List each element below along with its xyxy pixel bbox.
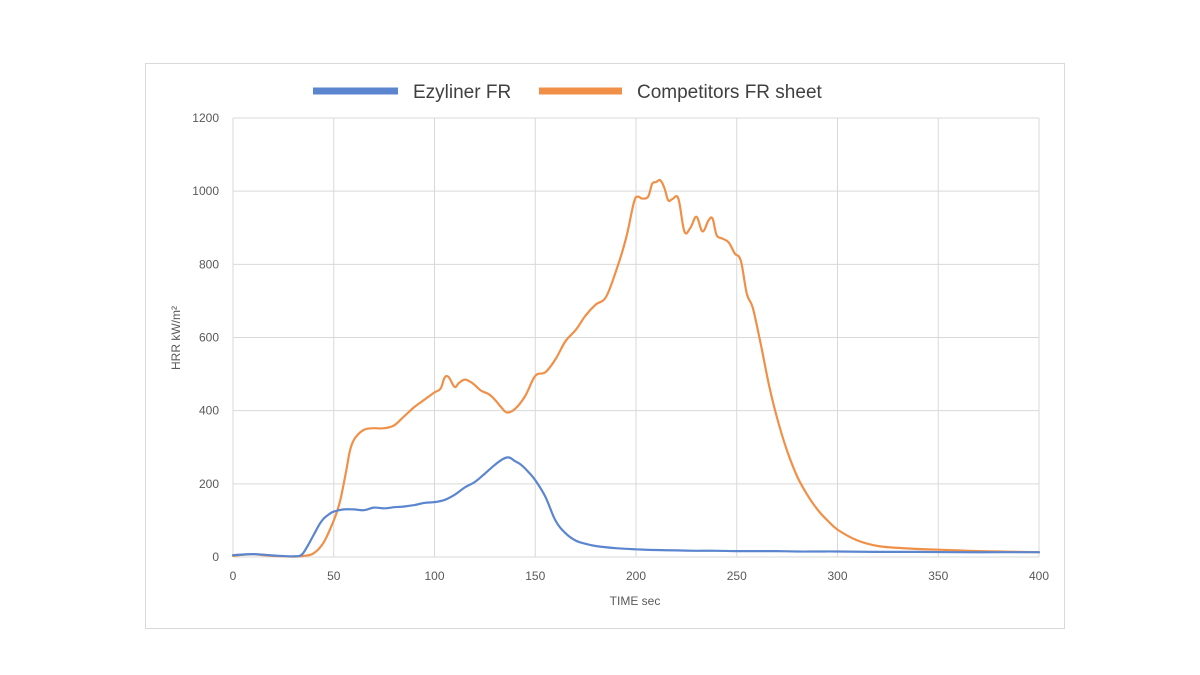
y-tick-label: 600	[199, 331, 219, 345]
series-line-competitors	[231, 178, 1041, 558]
x-tick-label: 400	[1029, 569, 1049, 583]
x-axis-title: TIME sec	[610, 594, 661, 608]
y-tick-label: 0	[212, 550, 219, 564]
y-tick-label: 1200	[192, 111, 219, 125]
x-tick-label: 150	[525, 569, 545, 583]
series-lines	[231, 178, 1041, 558]
chart-frame	[145, 63, 1065, 629]
x-tick-label: 50	[327, 569, 341, 583]
legend-label-competitors: Competitors FR sheet	[637, 82, 823, 103]
y-tick-label: 800	[199, 257, 219, 271]
series-line-ezyliner	[231, 456, 1041, 558]
x-tick-label: 0	[230, 569, 237, 583]
y-tick-label: 200	[199, 477, 219, 491]
x-tick-label: 300	[827, 569, 847, 583]
y-axis-title: HRR kW/m²	[169, 306, 183, 370]
x-tick-label: 100	[424, 569, 444, 583]
gridlines	[233, 117, 1040, 557]
y-tick-label: 400	[199, 404, 219, 418]
x-tick-label: 350	[928, 569, 948, 583]
legend-label-ezyliner: Ezyliner FR	[413, 82, 511, 103]
x-tick-label: 250	[727, 569, 747, 583]
y-tick-label: 1000	[192, 184, 219, 198]
legend: Ezyliner FR Competitors FR sheet	[313, 82, 823, 103]
axes: 0 200 400 600 800 1000 1200 0 50 100 150 200 250 300 3…	[192, 111, 1049, 583]
x-tick-label: 200	[626, 569, 646, 583]
